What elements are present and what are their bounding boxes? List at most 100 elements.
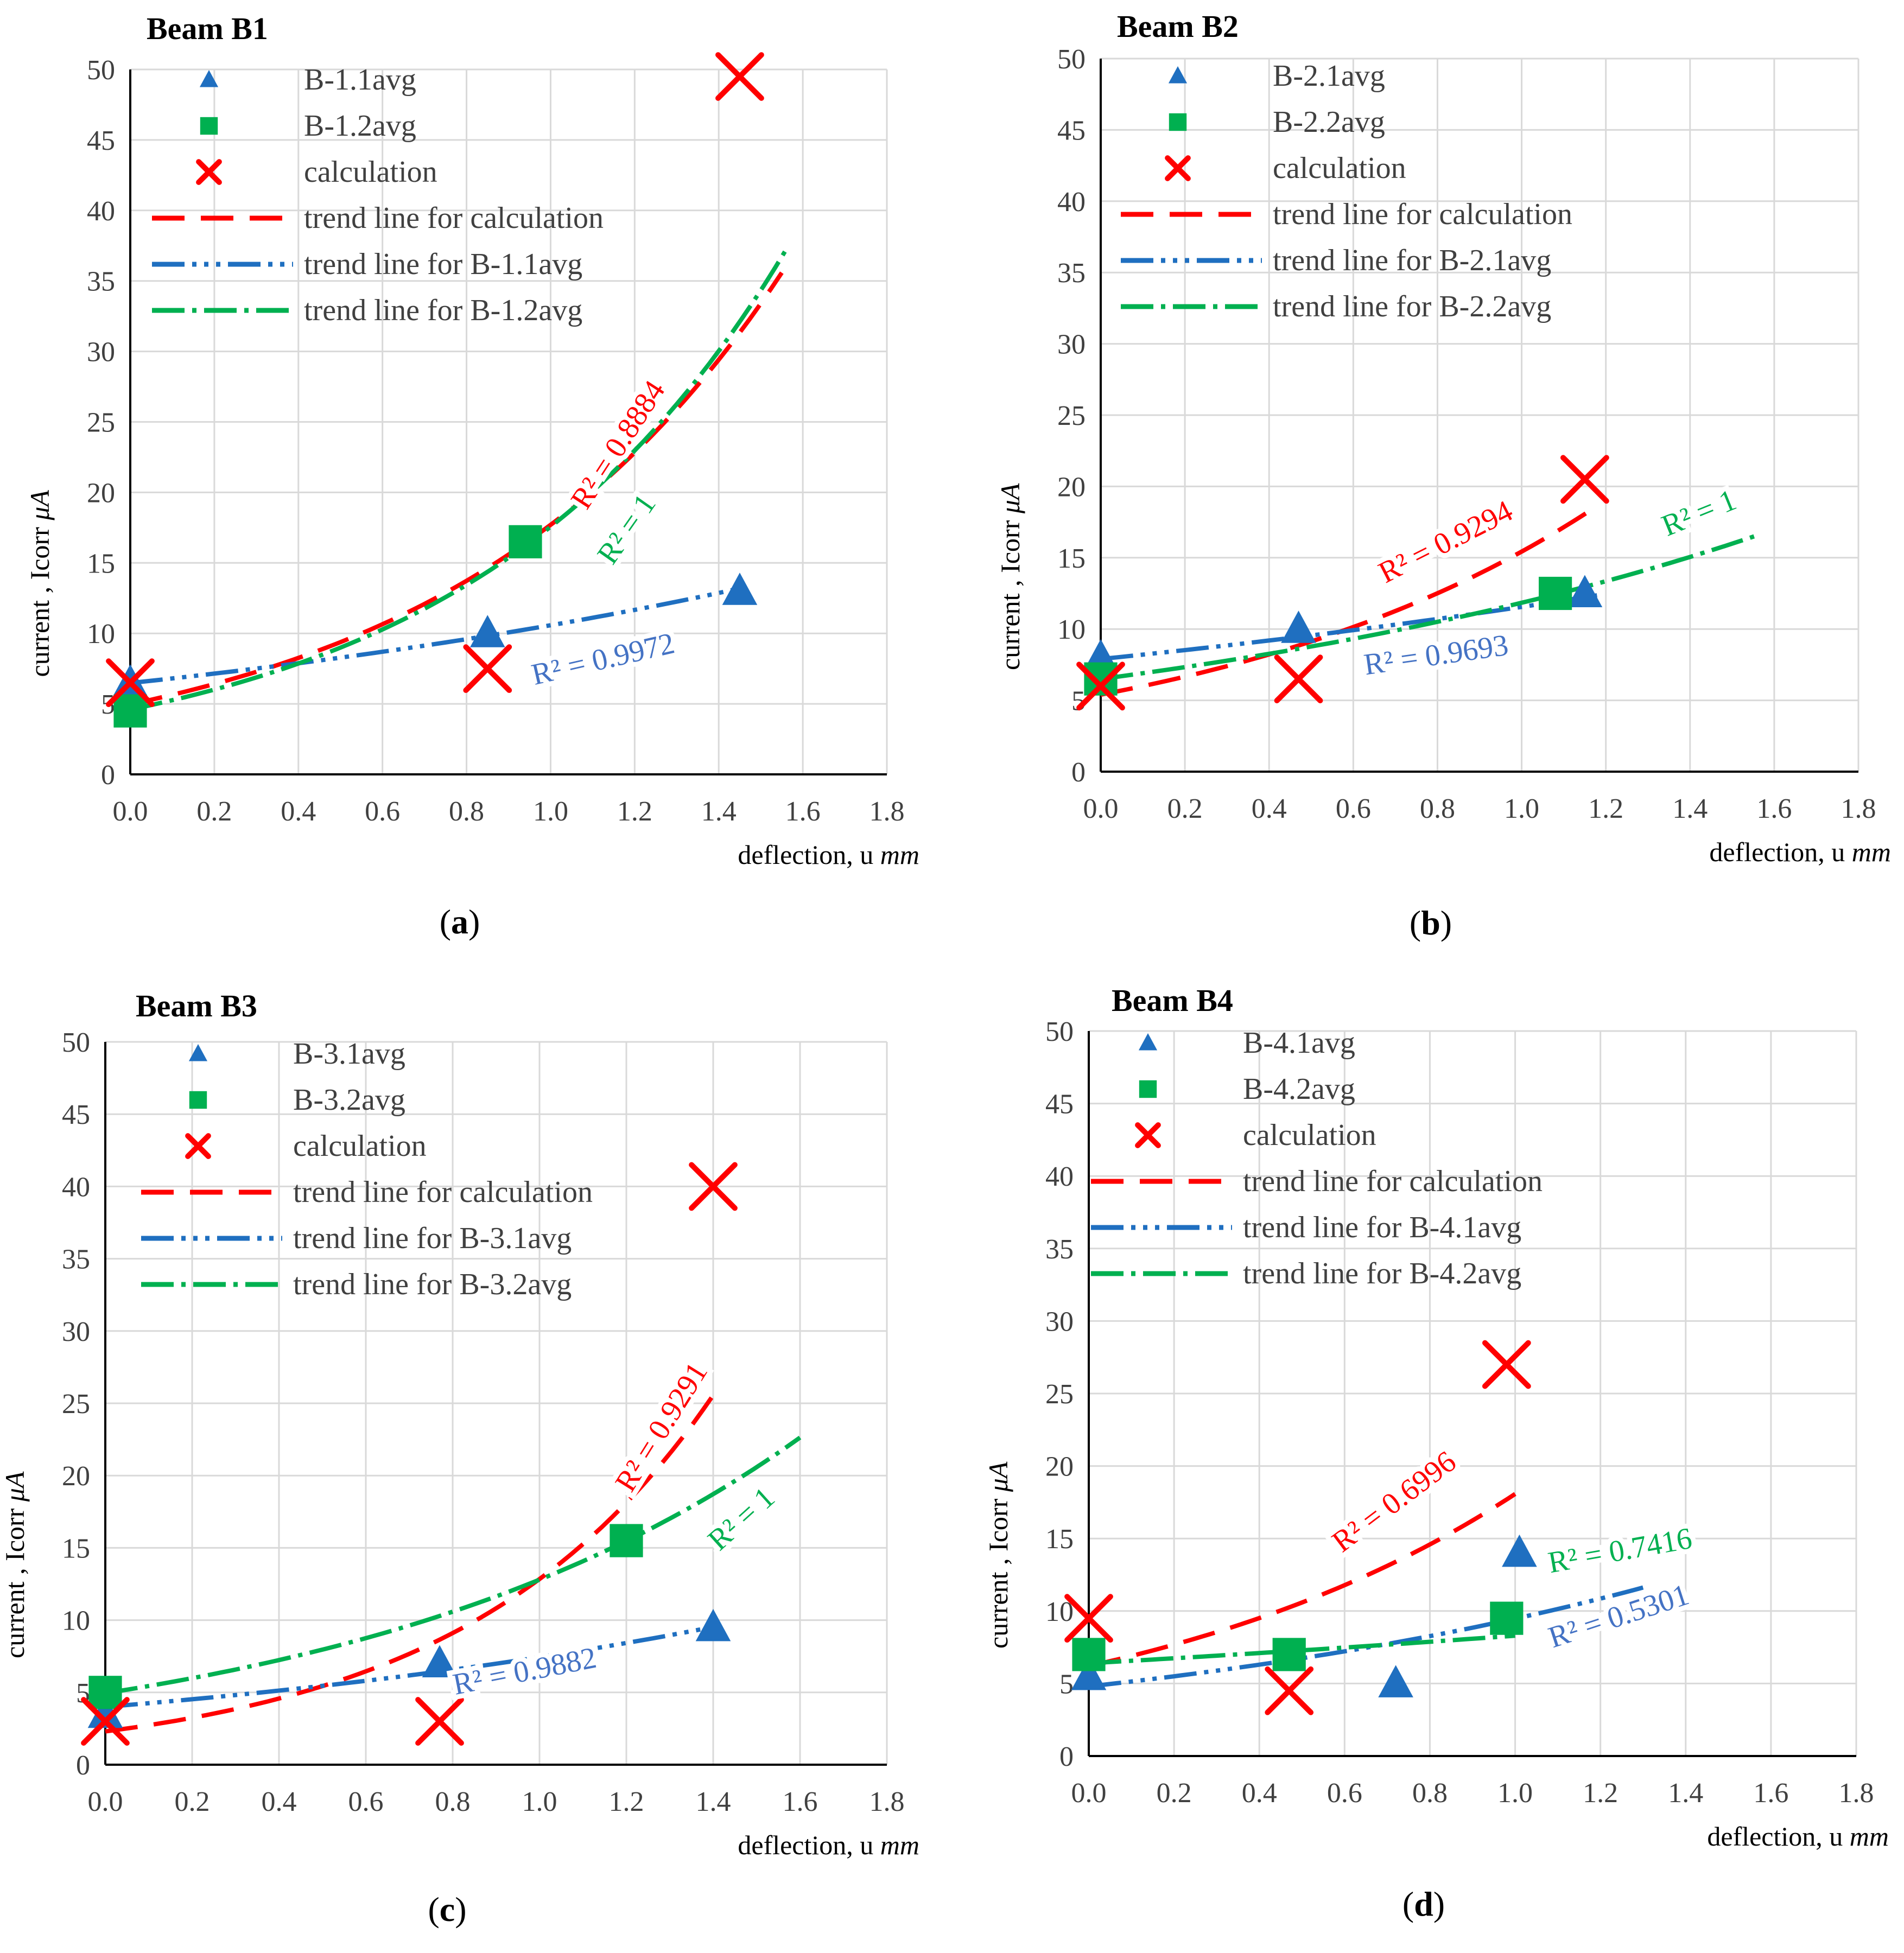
y-tick-label: 30 xyxy=(87,337,115,368)
legend-label: trend line for B-2.2avg xyxy=(1273,290,1551,323)
data-point-x-stroke-b xyxy=(1274,654,1323,704)
chart-title: Beam B3 xyxy=(136,988,257,1023)
caption-open: ( xyxy=(428,1890,439,1929)
x-tick-label: 0.4 xyxy=(1252,793,1287,824)
series-calc xyxy=(1076,455,1609,711)
r2-label: R² = 0.9294 xyxy=(1373,494,1518,590)
x-tick-label: 0.2 xyxy=(1157,1778,1192,1809)
data-point-x-stroke-b xyxy=(463,644,512,694)
r2-label: R² = 0.8884 xyxy=(564,375,672,515)
data-point-x-stroke-b xyxy=(1265,1666,1314,1715)
series-s2 xyxy=(1072,1601,1524,1671)
y-tick-label: 35 xyxy=(1057,258,1086,289)
legend-marker-s2 xyxy=(189,1091,207,1109)
y-tick-label: 50 xyxy=(1045,1016,1074,1047)
legend-marker-calc xyxy=(185,1133,211,1159)
y-tick-label: 35 xyxy=(87,266,115,297)
x-tick-label: 0.2 xyxy=(1167,793,1203,824)
data-point-square xyxy=(610,1524,643,1557)
legend-marker-calc-stroke-b xyxy=(185,1133,211,1159)
y-tick-label: 20 xyxy=(1057,472,1086,502)
caption-letter: b xyxy=(1421,904,1440,942)
data-point-square xyxy=(88,1676,122,1709)
data-point-triangle xyxy=(87,1695,123,1728)
x-tick-label: 1.8 xyxy=(870,796,905,827)
x-axis-label-text: deflection, u xyxy=(1709,837,1851,867)
y-tick-label: 30 xyxy=(1057,329,1086,360)
data-point-square xyxy=(1072,1638,1106,1671)
y-axis-label-unit: μA xyxy=(0,1471,30,1502)
data-point-triangle xyxy=(722,572,758,605)
x-tick-label: 0.4 xyxy=(281,796,316,827)
data-point-x xyxy=(1560,455,1609,504)
x-tick-label: 1.4 xyxy=(1668,1778,1703,1809)
y-tick-label: 0 xyxy=(1059,1741,1074,1772)
x-tick-label: 1.6 xyxy=(1753,1778,1788,1809)
x-tick-label: 1.2 xyxy=(1583,1778,1618,1809)
y-tick-label: 20 xyxy=(87,478,115,508)
legend-marker-s1 xyxy=(199,70,219,87)
series-s1 xyxy=(87,1608,731,1728)
x-tick-label: 0.4 xyxy=(1242,1778,1277,1809)
x-tick-label: 1.2 xyxy=(1588,793,1623,824)
caption-letter: a xyxy=(451,902,468,941)
panel-caption: (d) xyxy=(1402,1885,1445,1923)
data-point-triangle xyxy=(1502,1534,1537,1567)
data-point-triangle xyxy=(1071,1658,1107,1690)
x-tick-label: 1.6 xyxy=(783,1786,818,1817)
y-axis-label: current , Icorr μA xyxy=(983,1461,1013,1649)
y-tick-label: 40 xyxy=(62,1172,90,1203)
x-tick-label: 1.0 xyxy=(1497,1778,1533,1809)
y-axis-label: current , Icorr μA xyxy=(995,483,1025,670)
trendline-calc xyxy=(130,271,784,707)
legend-label: B-3.1avg xyxy=(293,1037,405,1071)
x-tick-label: 1.4 xyxy=(701,796,737,827)
legend-label: B-3.2avg xyxy=(293,1083,405,1117)
legend-label: B-2.2avg xyxy=(1273,105,1385,139)
caption-close: ) xyxy=(1440,904,1452,942)
y-tick-label: 15 xyxy=(87,548,115,579)
legend-label: trend line for calculation xyxy=(1273,198,1572,231)
x-tick-label: 0.0 xyxy=(88,1786,123,1817)
y-tick-label: 10 xyxy=(87,619,115,650)
series-s1 xyxy=(1071,1534,1537,1697)
data-point-x-stroke-b xyxy=(1560,455,1609,504)
chart-panel-c: 0.0 0.2 0.4 0.6 0.8 1.0 1.2 1.4 1.6 1.80510152025… xyxy=(0,988,919,1860)
legend-marker-calc-stroke-b xyxy=(1135,1122,1161,1148)
trendline-s1 xyxy=(130,586,740,685)
legend-label: trend line for B-2.1avg xyxy=(1273,244,1551,277)
trendline-s2 xyxy=(130,249,788,712)
series-calc xyxy=(106,52,764,708)
caption-letter: c xyxy=(440,1890,455,1929)
x-axis-label-text: deflection, u xyxy=(738,839,880,870)
y-tick-label: 45 xyxy=(1057,115,1086,146)
y-axis-label-text: current , Icorr xyxy=(24,520,55,677)
legend-label: trend line for B-3.1avg xyxy=(293,1222,572,1255)
x-tick-label: 1.6 xyxy=(785,796,821,827)
y-tick-label: 40 xyxy=(1057,187,1086,218)
legend-label: trend line for calculation xyxy=(293,1175,593,1209)
y-tick-label: 50 xyxy=(62,1027,90,1058)
legend-marker-calc xyxy=(1135,1122,1161,1148)
gridlines xyxy=(104,1041,888,1766)
x-tick-label: 1.6 xyxy=(1756,793,1792,824)
y-tick-label: 30 xyxy=(62,1316,90,1347)
data-point-x-stroke-b xyxy=(415,1697,464,1746)
chart-panel-d: 0.0 0.2 0.4 0.6 0.8 1.0 1.2 1.4 1.6 1.80510152025… xyxy=(983,983,1889,1852)
legend: B-1.1avg B-1.2avg calculation trend line fo… xyxy=(152,63,604,327)
chart-title: Beam B2 xyxy=(1117,9,1239,44)
chart-panel-b: 0.0 0.2 0.4 0.6 0.8 1.0 1.2 1.4 1.6 1.80510152025… xyxy=(995,9,1891,867)
legend-marker-s1 xyxy=(188,1044,208,1061)
legend-label: B-2.1avg xyxy=(1273,59,1385,93)
legend-label: calculation xyxy=(304,155,437,189)
r2-label: R² = 0.7416 xyxy=(1546,1522,1694,1580)
x-axis-label: deflection, u mm xyxy=(738,1830,919,1860)
data-point-square xyxy=(1539,576,1572,610)
y-tick-label: 45 xyxy=(87,125,115,156)
legend-label: trend line for B-4.1avg xyxy=(1243,1211,1521,1244)
y-tick-label: 0 xyxy=(1071,757,1086,788)
x-tick-label: 0.0 xyxy=(1071,1778,1107,1809)
x-tick-label: 0.8 xyxy=(1412,1778,1448,1809)
x-tick-label: 0.6 xyxy=(1336,793,1371,824)
x-axis-label: deflection, u mm xyxy=(1709,837,1891,867)
